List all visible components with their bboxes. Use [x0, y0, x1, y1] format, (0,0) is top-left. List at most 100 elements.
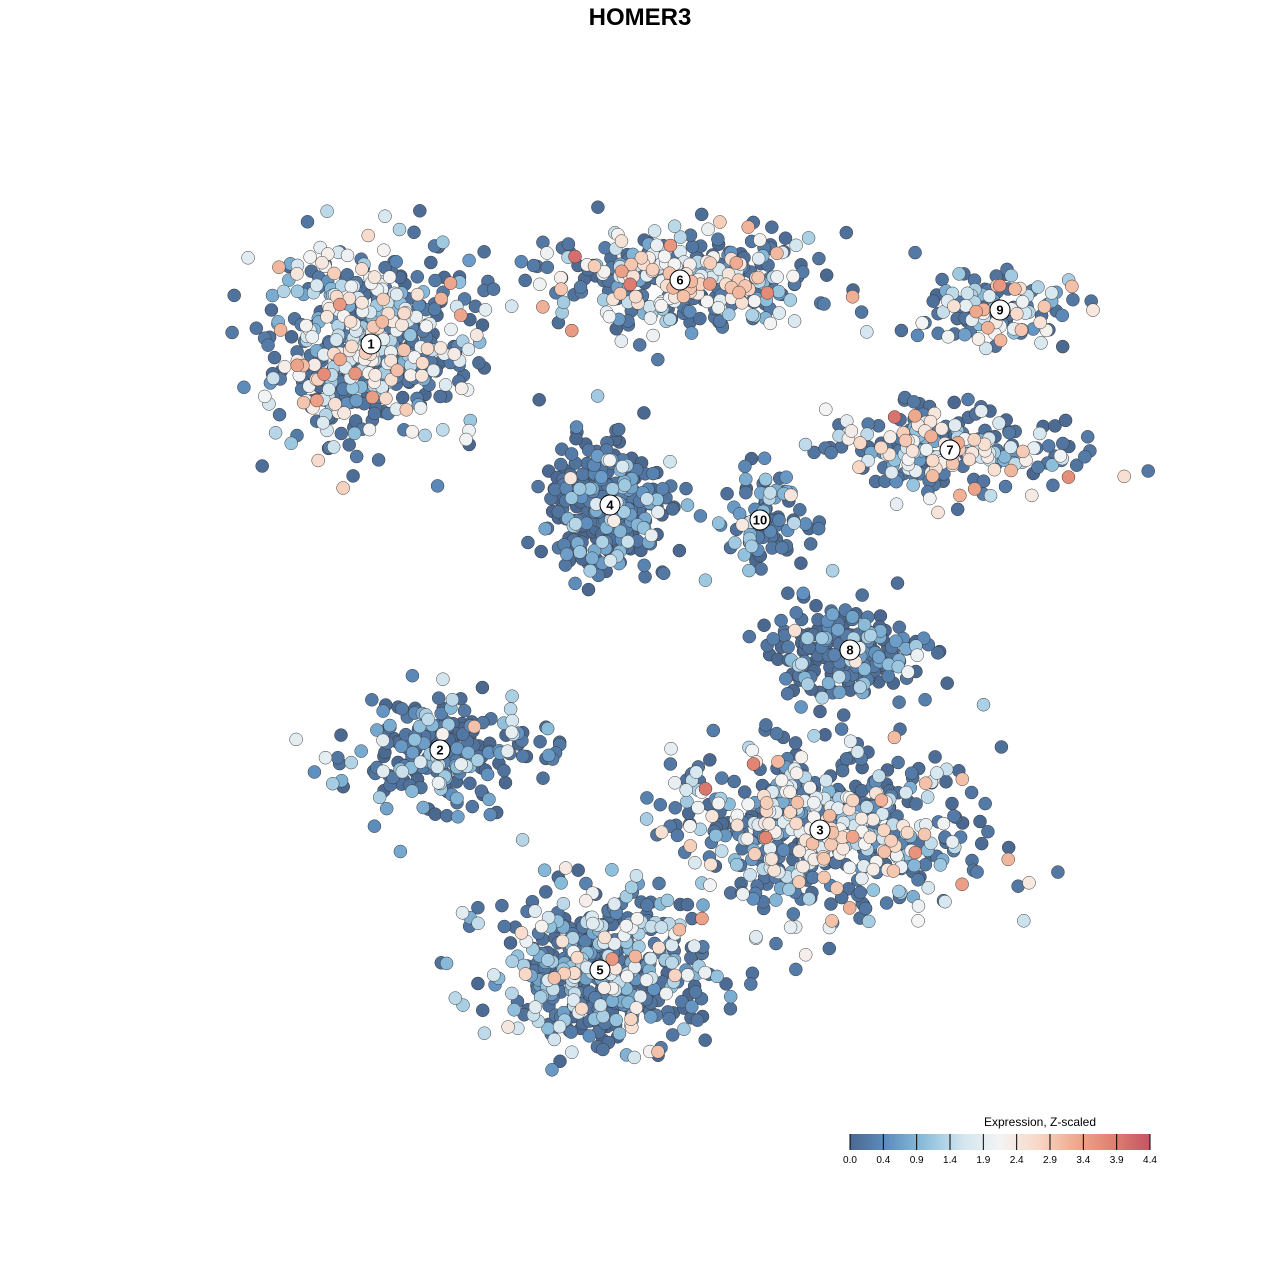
data-point — [793, 503, 807, 517]
data-point — [844, 424, 859, 438]
data-point — [745, 308, 759, 322]
data-point — [970, 865, 984, 879]
data-point — [769, 936, 783, 951]
data-point — [683, 819, 697, 833]
data-point — [711, 796, 726, 811]
data-point — [955, 877, 969, 892]
data-point — [737, 548, 752, 562]
data-point — [815, 631, 829, 645]
data-point — [763, 316, 778, 331]
data-point — [325, 776, 340, 791]
data-point — [640, 492, 654, 506]
data-point — [305, 330, 319, 344]
data-point — [961, 392, 975, 407]
data-point — [945, 835, 960, 849]
data-point — [497, 763, 511, 778]
data-point — [416, 800, 430, 815]
data-point — [355, 295, 369, 310]
data-point — [845, 290, 860, 304]
data-point — [910, 648, 924, 662]
data-point — [660, 893, 675, 908]
data-point — [428, 807, 443, 821]
data-point — [443, 276, 458, 290]
data-point — [884, 833, 898, 848]
data-point — [526, 258, 541, 273]
data-point — [480, 767, 495, 782]
data-point — [807, 729, 821, 743]
data-point — [634, 251, 649, 265]
data-point — [434, 291, 448, 306]
data-point — [825, 914, 839, 928]
data-point — [349, 449, 364, 464]
data-point — [680, 897, 695, 912]
data-point — [405, 668, 420, 683]
data-point — [504, 725, 519, 739]
data-point — [639, 973, 654, 987]
data-point — [326, 440, 341, 454]
data-point — [933, 858, 948, 872]
data-point — [860, 800, 874, 814]
data-point — [819, 268, 834, 282]
data-point — [389, 287, 404, 302]
data-point — [605, 952, 620, 966]
data-point — [765, 220, 779, 234]
data-point — [629, 869, 644, 883]
data-point — [390, 363, 405, 378]
data-point — [1080, 430, 1095, 444]
data-point — [376, 764, 390, 779]
data-point — [316, 416, 330, 430]
data-point — [758, 830, 773, 845]
data-point — [1078, 450, 1092, 464]
data-point — [448, 991, 463, 1005]
data-point — [836, 841, 850, 856]
legend-tick-label: 0.9 — [910, 1155, 924, 1166]
data-point — [931, 646, 945, 660]
data-point — [1066, 292, 1080, 307]
data-point — [663, 757, 678, 771]
data-point — [910, 328, 925, 343]
data-point — [964, 785, 979, 800]
data-point — [900, 825, 915, 840]
data-point — [789, 606, 803, 620]
cluster-label-5: 5 — [589, 959, 611, 981]
data-point — [545, 1063, 559, 1077]
data-point — [1051, 865, 1065, 879]
data-point — [654, 825, 669, 839]
data-point — [812, 251, 826, 266]
data-point — [579, 876, 593, 891]
data-point — [938, 894, 952, 909]
data-point — [368, 368, 382, 382]
cluster-label-6: 6 — [669, 269, 691, 291]
data-point — [743, 868, 757, 882]
data-point — [593, 998, 608, 1012]
data-point — [277, 360, 292, 374]
cluster-labels: 1 2 3 4 5 6 7 8 9 10 — [360, 269, 1011, 981]
data-point — [751, 251, 766, 266]
data-point — [825, 607, 840, 622]
data-point — [344, 279, 359, 294]
data-point — [839, 225, 854, 240]
data-point — [1033, 315, 1047, 330]
data-point — [433, 389, 447, 404]
data-point — [365, 390, 380, 405]
data-point — [901, 665, 915, 679]
data-point — [906, 478, 920, 492]
data-point — [444, 322, 458, 337]
data-point — [554, 282, 568, 296]
data-point — [796, 859, 810, 874]
data-point — [742, 563, 756, 578]
data-point — [515, 749, 530, 763]
data-point — [918, 692, 932, 707]
data-point — [794, 556, 808, 570]
data-point — [624, 880, 639, 895]
data-point — [711, 232, 725, 246]
data-point — [571, 863, 585, 877]
data-point — [772, 513, 786, 527]
data-point — [892, 884, 906, 899]
data-point — [570, 950, 585, 965]
data-point — [482, 792, 496, 807]
data-point — [1033, 426, 1047, 441]
data-point — [751, 270, 765, 285]
data-point — [345, 339, 359, 354]
data-point — [974, 404, 989, 418]
